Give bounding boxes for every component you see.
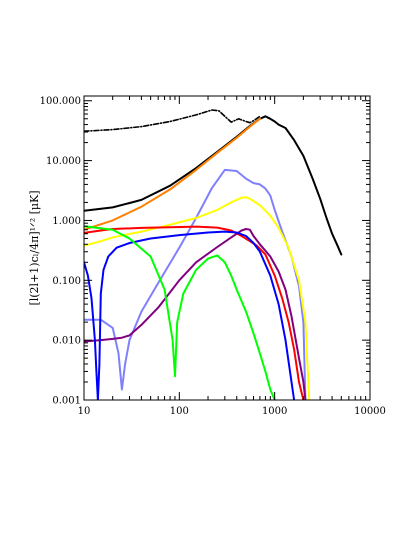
x-axis: 10 100 1000 10000 [78,96,386,417]
y-tick-label: 0.100 [52,276,81,287]
series-line-5 [84,225,305,400]
plot-frame [83,95,371,401]
x-tick-label: 100 [170,406,189,417]
y-tick-label: 1.000 [52,216,81,227]
x-tick-label: 10000 [354,406,386,417]
y-tick-label: 0.010 [52,336,81,347]
y-tick-label: 10.000 [46,156,81,167]
y-axis: 0.001 0.010 0.100 1.000 10.000 100.000 [40,96,370,407]
y-tick-label: 0.001 [52,396,81,407]
series-line-1 [84,115,343,256]
series-line-3 [84,168,307,400]
y-axis-label: [l(2l+1)cₗ/4π]¹ᐟ² [μK] [28,190,41,305]
series-layer [84,109,343,400]
x-tick-label: 10 [78,406,91,417]
y-tick-label: 100.000 [40,96,81,107]
series-line-7 [84,230,296,400]
series-line-4 [84,196,311,400]
series-line-2 [84,117,261,231]
x-tick-label: 1000 [262,406,287,417]
series-line-6 [84,228,307,400]
series-line-0 [84,109,261,132]
series-line-8 [84,225,276,400]
